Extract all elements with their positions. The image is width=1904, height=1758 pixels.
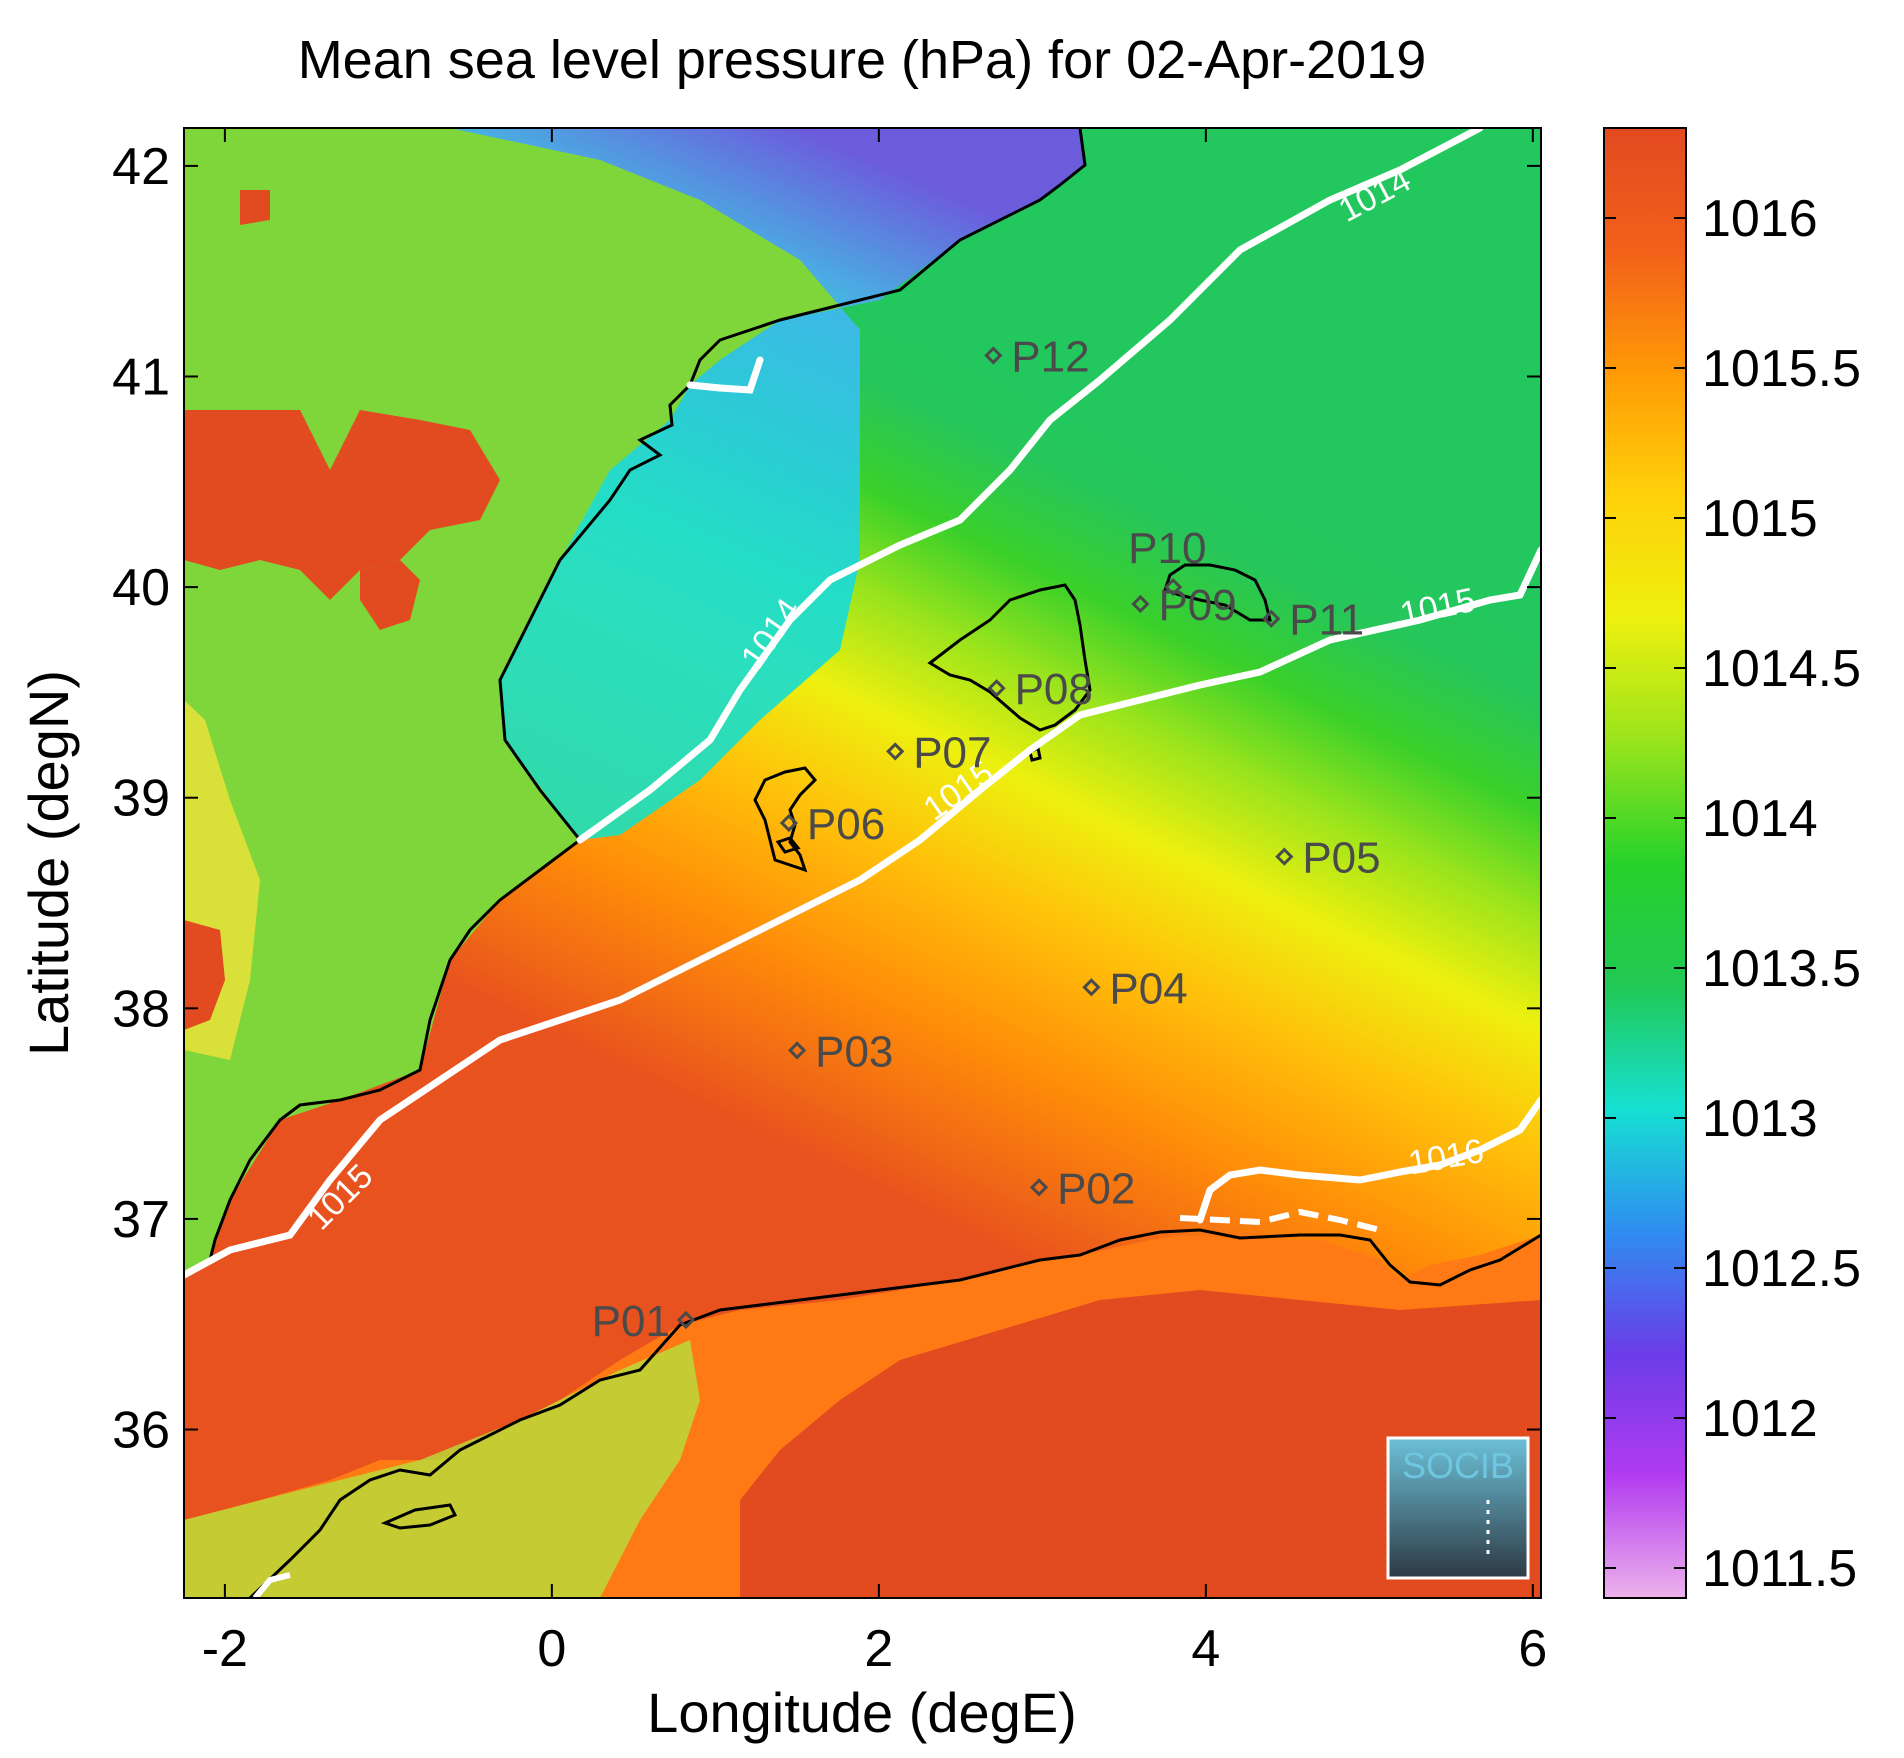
colorbar-tick-label: 1014 [1702,790,1818,848]
ibiza-island [753,766,818,873]
map-title: Mean sea level pressure (hPa) for 02-Apr… [298,30,1427,90]
station-marker-p01 [676,1310,696,1330]
sea-low-pressure [450,128,1085,840]
x-tick-label: 6 [1518,1620,1547,1678]
station-marker-p04 [1082,978,1101,997]
formentera-island [775,836,801,854]
iberia-land [184,128,1085,1275]
menorca-island [1163,563,1272,622]
y-axis: 36 37 38 39 40 41 42 [112,138,1541,1460]
station-marker-p03 [787,1041,807,1060]
isobar-1015 [184,546,1541,1279]
station-label-p07: P07 [913,728,991,777]
colorbar-tick-label: 1012 [1702,1390,1818,1448]
socib-logo-text: SOCIB [1402,1445,1514,1486]
highland-south [184,920,225,1030]
y-tick-label: 42 [112,138,170,196]
station-label-p06: P06 [807,800,885,849]
iberia-coastline [184,128,1087,1277]
colorbar-tick-label: 1014.5 [1702,640,1861,698]
colorbar-tick-label: 1013.5 [1702,940,1861,998]
x-axis: -2 0 2 4 6 [202,128,1547,1678]
map-frame [183,127,1542,1599]
isobar-1016 [1196,1096,1541,1224]
colorbar-ramp [1604,128,1686,1598]
station-marker-p12 [984,346,1003,365]
mallorca-island [927,583,1092,732]
station-marker-p07 [886,742,905,761]
isobar-1014-north-fragment [686,356,764,394]
station-marker-p06 [779,813,799,833]
x-tick-label: -2 [202,1620,248,1678]
y-tick-label: 37 [112,1191,170,1249]
isobar-1015-africa-fragment [252,1572,291,1598]
y-tick-label: 40 [112,559,170,617]
y-tick-label: 36 [112,1402,170,1460]
station-marker-p05 [1275,847,1294,866]
station-label-p02: P02 [1057,1164,1135,1213]
colorbar-ticks: 1011.5 1012 1012.5 1013 1013.5 1014 1014.5 1015… [1604,190,1861,1598]
station-label-p01: P01 [592,1297,670,1346]
alboran-islet [380,1503,458,1530]
colorbar-tick-label: 1011.5 [1702,1540,1857,1598]
highland-east [360,560,420,630]
station-label-p12: P12 [1011,332,1089,381]
station-label-p11: P11 [1289,596,1364,645]
africa-coastal-band [184,1340,700,1598]
y-tick-label: 39 [112,770,170,828]
y-axis-label: Latitude (degN) [17,670,80,1056]
highland-central [184,410,500,600]
colorbar-tick-label: 1012.5 [1702,1240,1861,1298]
x-tick-label: 0 [537,1620,566,1678]
station-label-p03: P03 [815,1027,893,1076]
colorbar-tick-label: 1013 [1702,1090,1818,1148]
station-marker-p11 [1262,609,1281,628]
x-axis-label: Longitude (degE) [647,1681,1077,1744]
x-tick-label: 4 [1191,1620,1220,1678]
station-points: P01 P02 P03 P04 P05 P06 P07 P08 P09 P10 P11 P12 [592,332,1381,1346]
x-tick-label: 2 [864,1620,893,1678]
colorbar-tick-label: 1015 [1702,490,1818,548]
socib-logo: SOCIB [1386,1436,1530,1580]
africa-hot [740,1290,1541,1598]
colorbar-tick-label: 1015.5 [1702,340,1861,398]
colorbar: 1011.5 1012 1012.5 1013 1013.5 1014 1014.5 1015… [1603,127,1861,1599]
isobar-1016-south [1179,1208,1381,1233]
isobar-1014 [576,128,1484,844]
station-label-p10: P10 [1128,524,1206,573]
colorbar-frame [1603,127,1687,1599]
station-marker-p09 [1131,594,1150,614]
station-label-p09: P09 [1158,581,1236,630]
colorbar-tick-label: 1016 [1702,190,1818,248]
y-tick-label: 38 [112,980,170,1038]
station-marker-p02 [1029,1178,1049,1197]
station-label-p04: P04 [1109,964,1187,1013]
station-label-p08: P08 [1015,665,1093,714]
station-label-p05: P05 [1302,834,1380,883]
y-tick-label: 41 [112,349,170,407]
station-marker-p10 [1164,577,1183,597]
map-area: 1014 1014 1015 1015 1015 1016 SOCIB P01P… [184,128,1541,1598]
africa-coastline [248,1228,1541,1598]
station-marker-p08 [987,679,1006,698]
highland-north [240,190,270,225]
